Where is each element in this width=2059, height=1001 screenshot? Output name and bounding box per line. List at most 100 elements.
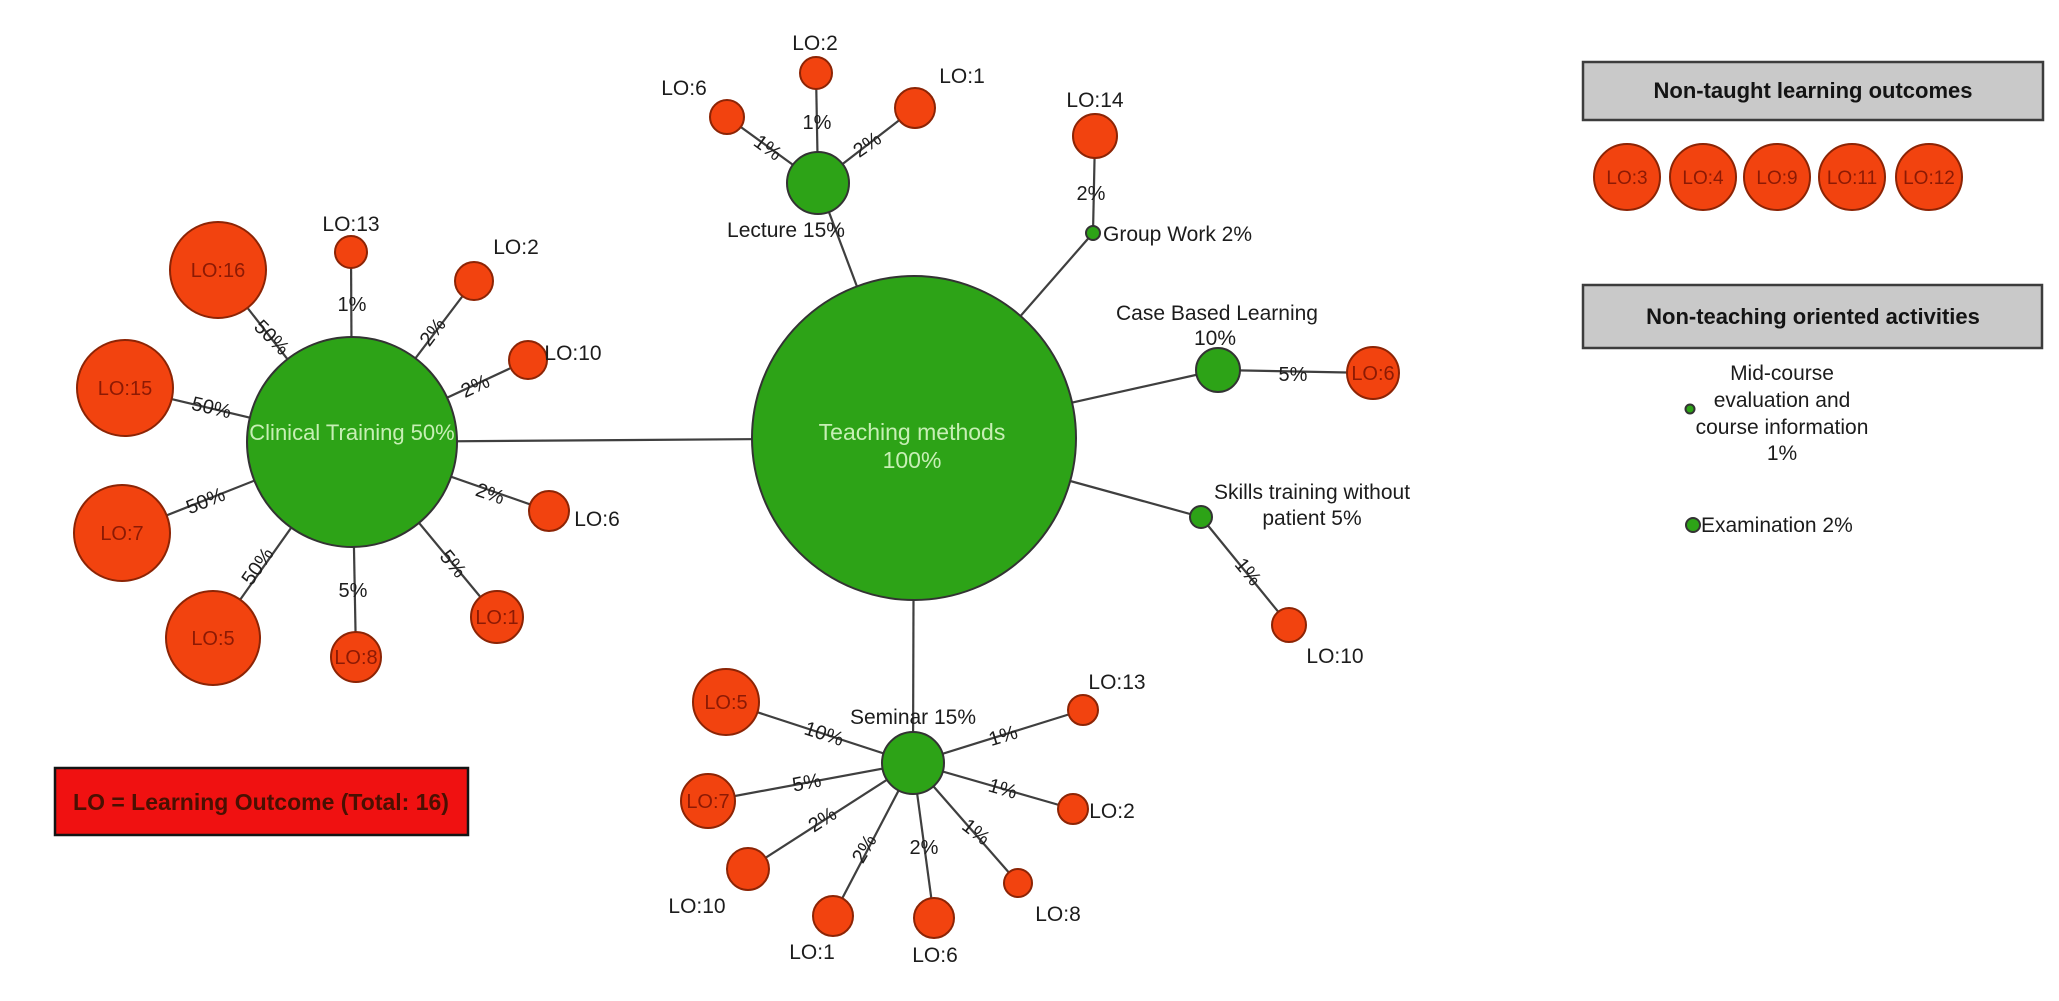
- midcourse-label-line4: 1%: [1767, 442, 1797, 465]
- clinical-lo13-label: LO:13: [322, 213, 379, 236]
- non-taught-header-box: [1581, 60, 2045, 122]
- seminar-lo7-label: LO:7: [686, 791, 729, 813]
- clinical-lo16-pct: 50%: [249, 316, 293, 360]
- node-clinical-lo6: [528, 490, 570, 532]
- skills-label-line2: patient 5%: [1262, 507, 1361, 530]
- node-clinical-lo7: [73, 484, 171, 582]
- midcourse-label-line1: Mid-course: [1730, 362, 1834, 385]
- clinical-lo13-pct: 1%: [338, 294, 367, 316]
- node-case-based-learning: [1195, 347, 1241, 393]
- seminar-lo5-label: LO:5: [704, 692, 747, 714]
- case-based-label: Case Based Learning: [1116, 302, 1318, 325]
- seminar-lo10-pct: 2%: [805, 803, 841, 837]
- lecture-cluster-labels: LO:6 LO:2 LO:1 1% 1% 2%: [661, 32, 985, 166]
- node-clinical-lo5: [165, 590, 261, 686]
- node-casebased-lo6: [1346, 346, 1400, 400]
- nodes: [73, 56, 1400, 939]
- node-lecture-lo1: [894, 87, 936, 129]
- node-seminar-lo1: [812, 895, 854, 937]
- clinical-lo6-label: LO:6: [574, 508, 620, 531]
- seminar-label: Seminar 15%: [850, 706, 976, 729]
- non-teaching-title: Non-teaching oriented activities: [1646, 304, 1980, 329]
- lecture-lo1-pct: 2%: [849, 128, 885, 163]
- examination-label: Examination 2%: [1701, 514, 1853, 537]
- node-group-work-dot: [1085, 225, 1101, 241]
- non-taught-panel: Non-taught learning outcomes LO:3 LO:4 L…: [1581, 60, 2045, 211]
- clinical-lo15-label: LO:15: [98, 378, 152, 400]
- edge-seminar-lo7: [707, 761, 914, 803]
- clinical-lo10-label: LO:10: [544, 342, 601, 365]
- midcourse-label-line3: course information: [1696, 416, 1869, 439]
- node-clinical-lo8: [330, 631, 382, 683]
- non-taught-lo11-node: [1818, 143, 1886, 211]
- seminar-lo2-label: LO:2: [1089, 800, 1135, 823]
- clinical-lo7-label: LO:7: [100, 523, 143, 545]
- legend-label: LO = Learning Outcome (Total: 16): [73, 789, 449, 815]
- non-taught-lo11-label: LO:11: [1827, 168, 1877, 189]
- node-lecture-lo6: [709, 99, 745, 135]
- lecture-lo2-label: LO:2: [792, 32, 838, 55]
- seminar-lo8-label: LO:8: [1035, 903, 1081, 926]
- seminar-lo5-pct: 10%: [801, 718, 846, 751]
- non-taught-lo9-node: [1743, 143, 1811, 211]
- non-teaching-header-box: [1581, 283, 2044, 350]
- clinical-lo2-label: LO:2: [493, 236, 539, 259]
- node-lecture: [786, 151, 850, 215]
- non-taught-lo9-label: LO:9: [1756, 168, 1797, 189]
- node-clinical-lo1: [470, 590, 524, 644]
- node-clinical-lo15: [76, 339, 174, 437]
- non-teaching-panel: Non-teaching oriented activities Mid-cou…: [1581, 283, 2044, 537]
- clinical-training-label: Clinical Training 50%: [249, 420, 454, 445]
- seminar-lo10-label: LO:10: [668, 895, 725, 918]
- clinical-lo5-pct: 50%: [238, 544, 279, 590]
- node-groupwork-lo14: [1072, 113, 1118, 159]
- legend-box: [53, 766, 470, 837]
- casebased-lo6-label: LO:6: [1351, 363, 1394, 385]
- non-taught-lo4-node: [1669, 143, 1737, 211]
- seminar-lo1-pct: 2%: [848, 831, 882, 867]
- lecture-label: Lecture 15%: [727, 219, 845, 242]
- non-taught-lo3-node: [1593, 143, 1661, 211]
- seminar-lo1-label: LO:1: [789, 941, 835, 964]
- clinical-lo10-pct: 2%: [458, 370, 494, 402]
- examination-dot: [1685, 517, 1701, 533]
- clinical-lo6-pct: 2%: [473, 479, 508, 509]
- non-taught-lo3-label: LO:3: [1606, 168, 1647, 189]
- casebased-lo6-pct: 5%: [1279, 364, 1308, 386]
- branch-labels: LO:14 2% LO:6 5% LO:10 1%: [1066, 89, 1394, 668]
- lecture-lo6-label: LO:6: [661, 77, 707, 100]
- seminar-lo6-pct: 2%: [910, 837, 939, 859]
- skills-label-line1: Skills training without: [1214, 481, 1410, 504]
- node-seminar-lo7: [680, 773, 736, 829]
- node-lecture-lo2: [799, 56, 833, 90]
- node-seminar-lo10: [726, 847, 770, 891]
- non-taught-lo12-label: LO:12: [1903, 168, 1955, 189]
- edge-skills-lo10: [1200, 516, 1290, 626]
- clinical-lo1-label: LO:1: [475, 607, 518, 629]
- seminar-lo13-label: LO:13: [1088, 671, 1145, 694]
- node-seminar: [881, 731, 945, 795]
- node-labels: Teaching methods 100% Clinical Training …: [249, 219, 1410, 729]
- node-seminar-lo8: [1003, 868, 1033, 898]
- case-based-pct: 10%: [1194, 327, 1236, 350]
- node-clinical-lo13: [334, 235, 368, 269]
- skills-lo10-label: LO:10: [1306, 645, 1363, 668]
- clinical-lo8-pct: 5%: [339, 580, 368, 602]
- seminar-lo13-pct: 1%: [986, 721, 1020, 751]
- node-clinical-training: [246, 336, 458, 548]
- lecture-lo1-label: LO:1: [939, 65, 985, 88]
- node-seminar-lo2: [1057, 793, 1089, 825]
- teaching-methods-label-line1: Teaching methods: [819, 419, 1006, 445]
- seminar-lo7-pct: 5%: [791, 770, 824, 797]
- legend: LO = Learning Outcome (Total: 16): [53, 766, 470, 837]
- seminar-lo2-pct: 1%: [986, 775, 1020, 804]
- midcourse-label-line2: evaluation and: [1714, 389, 1851, 412]
- node-clinical-lo2: [454, 261, 494, 301]
- node-seminar-lo5: [692, 668, 760, 736]
- node-clinical-lo16: [169, 221, 267, 319]
- node-skills-lo10: [1271, 607, 1307, 643]
- groupwork-lo14-pct: 2%: [1077, 183, 1106, 205]
- clinical-lo8-label: LO:8: [334, 647, 377, 669]
- clinical-lo5-label: LO:5: [191, 628, 234, 650]
